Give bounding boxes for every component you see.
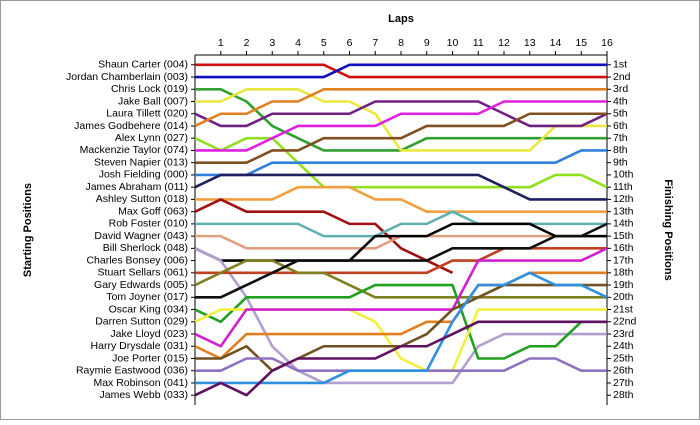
y2-tick-label: 17th [613,254,634,266]
x-tick-label: 4 [295,37,301,49]
start-label: Harry Drysdale (031) [91,340,188,352]
start-label: Rob Foster (010) [109,218,188,230]
x-tick-label: 3 [269,37,275,49]
start-label: Jake Lloyd (023) [110,328,188,340]
x-tick-label: 2 [244,37,250,49]
x-tick-label: 7 [372,37,378,49]
driver-line [195,63,607,79]
start-label: Mackenzie Taylor (074) [80,144,188,156]
driver-line [194,173,607,201]
driver-line [194,100,608,128]
y2-tick-label: 16th [613,242,634,254]
y2-tick-label: 24th [613,340,634,352]
x-tick-label: 15 [575,37,587,49]
driver-line [195,149,607,177]
start-label: Jordan Chamberlain (003) [66,71,188,83]
y2-tick-label: 28th [613,389,634,401]
y2-tick-label: 21st [613,303,633,315]
driver-line [195,87,607,152]
start-label: Chris Lock (019) [111,83,188,95]
start-label: Alex Lynn (027) [115,132,188,144]
y2-tick-label: 20th [613,291,634,303]
start-label: Gary Edwards (005) [94,279,188,291]
driver-line [194,198,454,275]
y2-tick-label: 18th [613,267,634,279]
y2-axis-title: Finishing Positions [662,179,674,280]
start-label: Shaun Carter (004) [98,59,188,71]
start-label: Steven Napier (013) [94,156,188,168]
driver-line [194,87,607,128]
start-label: Jake Ball (007) [118,95,188,107]
start-label: Charles Bonsey (006) [86,254,188,266]
driver-line [195,271,608,385]
y2-tick-label: 19th [613,279,634,291]
y2-tick-label: 4th [613,95,628,107]
y2-tick-label: 7th [613,132,628,144]
x-tick-label: 11 [473,37,484,49]
x-tick-label: 5 [321,37,327,49]
driver-line [194,320,607,397]
y2-tick-label: 5th [613,108,628,120]
start-label: Raymie Eastwood (036) [76,365,188,377]
y2-tick-label: 1st [613,59,627,71]
y-axis-title: Starting Positions [22,183,34,277]
y2-tick-label: 9th [613,156,628,168]
y2-tick-label: 8th [613,144,628,156]
y2-tick-label: 14th [613,218,634,230]
driver-line [194,259,607,299]
y2-tick-label: 3rd [613,83,628,95]
start-label: Bill Sherlock (048) [103,242,188,254]
start-label: Laura Tillett (020) [106,108,188,120]
driver-line [194,247,607,385]
start-label: Oscar King (034) [109,303,188,315]
y2-tick-label: 2nd [613,71,631,83]
driver-line [195,222,608,299]
x-tick-label: 10 [447,37,459,49]
driver-line [194,283,607,360]
start-label: Josh Fielding (000) [99,169,188,181]
x-tick-label: 16 [601,37,613,49]
start-label: Stuart Sellars (061) [98,267,188,279]
y2-tick-label: 27th [613,377,634,389]
y2-tick-label: 25th [613,352,634,364]
x-axis-title: Laps [388,13,414,25]
y2-tick-label: 6th [613,120,628,132]
y2-tick-label: 10th [613,169,634,181]
driver-line [195,247,607,275]
driver-line [194,271,607,360]
start-label: David Wagner (043) [94,230,188,242]
driver-line [194,247,608,348]
x-tick-label: 12 [498,37,510,49]
y2-tick-label: 13th [613,205,634,217]
driver-line [195,100,607,152]
x-tick-label: 1 [218,37,224,49]
y2-tick-label: 26th [613,365,634,377]
x-tick-label: 13 [524,37,536,49]
driver-line [195,185,607,213]
y2-tick-label: 11th [613,181,633,193]
y2-tick-label: 23rd [613,328,634,340]
x-tick-label: 8 [398,37,404,49]
start-label: Tom Joyner (017) [106,291,188,303]
start-label: Ashley Sutton (018) [96,193,188,205]
start-label: Joe Porter (015) [112,352,188,364]
y2-tick-label: 22nd [613,316,637,328]
driver-line [194,136,608,189]
start-label: James Abraham (011) [85,181,188,193]
y2-tick-label: 12th [613,193,634,205]
start-label: James Webb (033) [99,389,188,401]
driver-line [195,112,607,164]
start-label: Max Goff (063) [118,205,188,217]
driver-line [195,210,607,238]
start-label: James Godbehere (014) [74,120,188,132]
start-label: Max Robinson (041) [93,377,188,389]
x-tick-label: 14 [550,37,562,49]
driver-line [195,63,607,79]
start-label: Darren Sutton (029) [95,316,188,328]
x-tick-label: 9 [424,37,430,49]
x-tick-label: 6 [347,37,353,49]
y2-tick-label: 15th [613,230,634,242]
